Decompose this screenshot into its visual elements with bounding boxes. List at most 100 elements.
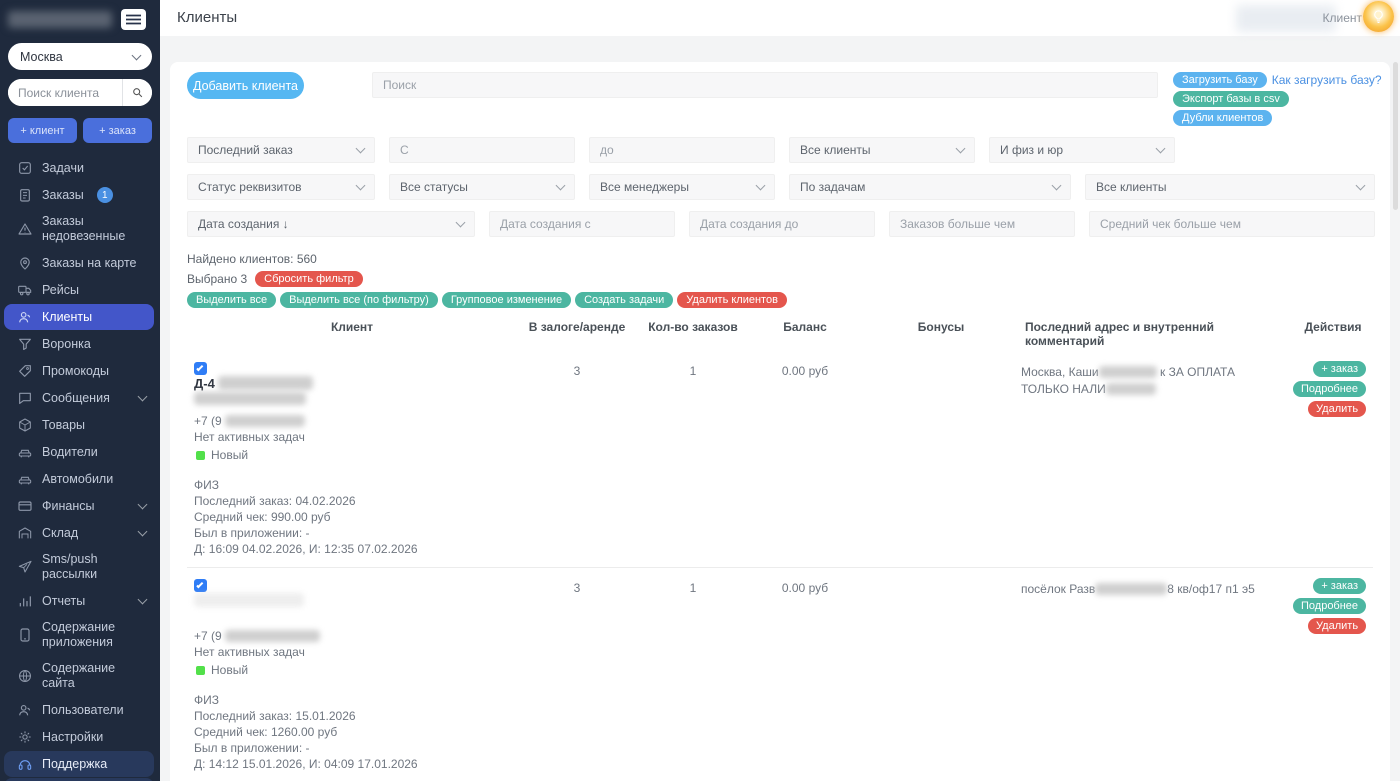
chevron-down-icon xyxy=(355,143,366,154)
sidebar-item-trips[interactable]: Рейсы xyxy=(4,277,154,303)
main-search-input[interactable] xyxy=(372,72,1158,98)
sidebar-item-sms-push[interactable]: Sms/push рассылки xyxy=(4,547,154,587)
sidebar-item-messages[interactable]: Сообщения xyxy=(4,385,154,411)
gear-icon xyxy=(17,729,33,745)
idea-lightbulb-button[interactable] xyxy=(1363,1,1394,32)
col-balance: Баланс xyxy=(783,320,827,334)
sidebar-item-drivers[interactable]: Водители xyxy=(4,439,154,465)
requisites-status-select[interactable]: Статус реквизитов xyxy=(187,174,375,200)
last-address: посёлок Разв 8 кв/оф17 п1 э5 xyxy=(1021,582,1255,596)
add-client-button[interactable]: Добавить клиента xyxy=(187,72,304,99)
sidebar-item-funnel[interactable]: Воронка xyxy=(4,331,154,357)
created-updated-dates: Д: 14:12 15.01.2026, И: 04:09 17.01.2026 xyxy=(194,757,418,771)
add-client-sidebar-button[interactable]: + клиент xyxy=(8,118,77,143)
load-base-button[interactable]: Загрузить базу xyxy=(1173,72,1267,88)
entity-type-select[interactable]: И физ и юр xyxy=(989,137,1175,163)
sidebar-item-finance[interactable]: Финансы xyxy=(4,493,154,519)
create-tasks-button[interactable]: Создать задачи xyxy=(575,292,674,308)
date-from-input[interactable] xyxy=(400,143,564,157)
row-details-button[interactable]: Подробнее xyxy=(1293,598,1367,614)
no-active-tasks: Нет активных задач xyxy=(194,430,305,444)
col-bonuses: Бонусы xyxy=(917,320,965,334)
col-pledge: В залоге/аренде xyxy=(528,320,626,334)
table-row: Д-4 +7 (9 Нет активных задач Новый ФИЗ П… xyxy=(187,351,1373,567)
last-address: Москва, Каши к ЗА ОПЛАТА ТОЛЬКО НАЛИ xyxy=(1021,365,1235,396)
select-all-button[interactable]: Выделить все xyxy=(187,292,277,308)
bonuses-value xyxy=(861,359,1021,557)
last-order-select[interactable]: Последний заказ xyxy=(187,137,375,163)
chevron-down-icon xyxy=(137,594,148,605)
delete-clients-button[interactable]: Удалить клиентов xyxy=(677,292,787,308)
tag-icon xyxy=(17,363,33,379)
all-managers-select[interactable]: Все менеджеры xyxy=(589,174,775,200)
sidebar-item-tasks[interactable]: Задачи xyxy=(4,155,154,181)
menu-icon[interactable] xyxy=(120,8,147,31)
phone-blurred xyxy=(225,415,306,427)
chevron-down-icon xyxy=(955,143,966,154)
by-tasks-select[interactable]: По задачам xyxy=(789,174,1071,200)
chevron-down-icon xyxy=(1155,143,1166,154)
sidebar-item-orders[interactable]: Заказы 1 xyxy=(4,182,154,208)
all-clients-select[interactable]: Все клиенты xyxy=(789,137,975,163)
row-checkbox[interactable] xyxy=(194,579,207,592)
creation-date-from-input[interactable] xyxy=(500,217,664,231)
all-clients-select-2[interactable]: Все клиенты xyxy=(1085,174,1375,200)
address-blurred xyxy=(1105,383,1156,395)
row-delete-button[interactable]: Удалить xyxy=(1308,618,1367,634)
sidebar-item-users[interactable]: Пользователи xyxy=(4,697,154,723)
add-order-sidebar-button[interactable]: + заказ xyxy=(83,118,152,143)
sidebar-item-orders-map[interactable]: Заказы на карте xyxy=(4,250,154,276)
client-search-input[interactable] xyxy=(8,79,122,106)
phone-blurred xyxy=(225,630,321,642)
vertical-scrollbar[interactable] xyxy=(1393,62,1398,210)
sidebar-item-reports[interactable]: Отчеты xyxy=(4,588,154,614)
lightbulb-icon xyxy=(1371,9,1386,24)
chevron-down-icon xyxy=(137,526,148,537)
creation-date-sort-select[interactable]: Дата создания ↓ xyxy=(187,211,475,237)
sidebar-item-warehouse[interactable]: Склад xyxy=(4,520,154,546)
row-details-button[interactable]: Подробнее xyxy=(1293,381,1367,397)
sidebar-item-cars[interactable]: Автомобили xyxy=(4,466,154,492)
sidebar-item-site-content[interactable]: Содержание сайта xyxy=(4,656,154,696)
sidebar-item-suggest-idea[interactable]: Предложи xyxy=(4,778,154,781)
bonuses-value xyxy=(861,576,1021,772)
sidebar-item-app-content[interactable]: Содержание приложения xyxy=(4,615,154,655)
how-to-load-link[interactable]: Как загрузить базу? xyxy=(1271,73,1382,87)
chevron-down-icon xyxy=(131,50,142,60)
avg-check: Средний чек: 1260.00 руб xyxy=(194,725,338,739)
client-duplicates-button[interactable]: Дубли клиентов xyxy=(1173,110,1273,126)
chevron-down-icon xyxy=(555,180,566,191)
sidebar-item-settings[interactable]: Настройки xyxy=(4,724,154,750)
row-delete-button[interactable]: Удалить xyxy=(1308,401,1367,417)
sidebar-item-orders-undelivered[interactable]: Заказы недовезенные xyxy=(4,209,154,249)
orders-more-than-input[interactable] xyxy=(900,217,1064,231)
sidebar-item-clients[interactable]: Клиенты xyxy=(4,304,154,330)
search-icon xyxy=(131,86,144,99)
warehouse-icon xyxy=(17,525,33,541)
avg-check: Средний чек: 990.00 руб xyxy=(194,510,331,524)
sidebar-item-promocodes[interactable]: Промокоды xyxy=(4,358,154,384)
name-blurred xyxy=(194,392,306,405)
group-edit-button[interactable]: Групповое изменение xyxy=(441,292,572,308)
row-add-order-button[interactable]: + заказ xyxy=(1313,361,1367,377)
balance-value: 0.00 руб xyxy=(781,581,829,595)
all-statuses-select[interactable]: Все статусы xyxy=(389,174,575,200)
sidebar-item-products[interactable]: Товары xyxy=(4,412,154,438)
row-checkbox[interactable] xyxy=(194,362,207,375)
avg-check-more-than-input[interactable] xyxy=(1100,217,1364,231)
col-client: Клиент xyxy=(330,320,374,334)
search-button[interactable] xyxy=(122,79,152,106)
export-csv-button[interactable]: Экспорт базы в csv xyxy=(1173,91,1289,107)
table-row: +7 (9 Нет активных задач Новый ФИЗ После… xyxy=(187,567,1373,781)
reset-filter-button[interactable]: Сбросить фильтр xyxy=(255,271,363,287)
creation-date-to-input[interactable] xyxy=(700,217,864,231)
city-select[interactable]: Москва xyxy=(8,43,152,70)
globe-icon xyxy=(17,668,33,684)
select-all-by-filter-button[interactable]: Выделить все (по фильтру) xyxy=(280,292,438,308)
orders-count-value: 1 xyxy=(689,364,697,378)
chevron-down-icon xyxy=(1355,180,1366,191)
date-to-input[interactable] xyxy=(600,143,764,157)
row-add-order-button[interactable]: + заказ xyxy=(1313,578,1367,594)
sidebar-item-support[interactable]: Поддержка xyxy=(4,751,154,777)
